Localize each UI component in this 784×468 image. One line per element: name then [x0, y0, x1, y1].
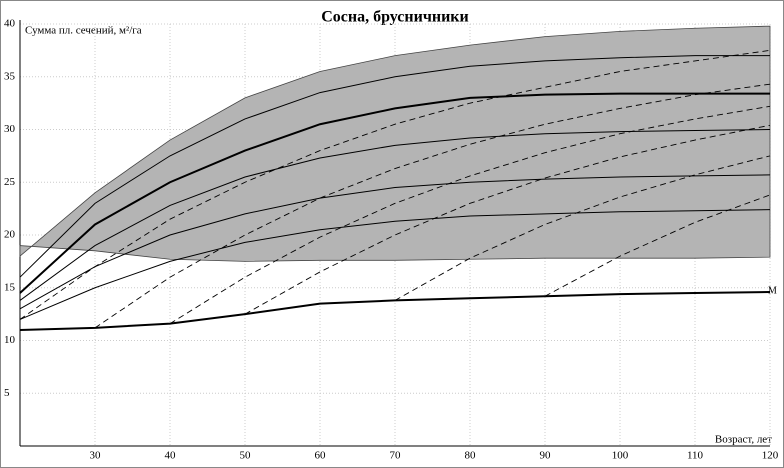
y-tick-label: 25 — [4, 176, 16, 188]
y-tick-label: 40 — [4, 18, 16, 30]
y-axis-label: Сумма пл. сечений, м²/га — [25, 25, 142, 37]
x-tick-label: 80 — [465, 450, 477, 462]
x-tick-label: 90 — [540, 450, 552, 462]
thin-line — [19, 174, 771, 310]
y-tick-label: 10 — [4, 334, 16, 346]
y-tick-label: 5 — [4, 387, 10, 399]
y-tick-label: 15 — [4, 281, 16, 293]
thin-line — [19, 129, 771, 301]
dashed-line — [544, 194, 771, 297]
thick-line — [19, 92, 770, 294]
x-tick-label: 30 — [90, 450, 102, 462]
annotation: М — [768, 285, 777, 296]
x-tick-label: 50 — [240, 450, 252, 462]
x-tick-label: 100 — [612, 450, 629, 462]
x-tick-label: 110 — [687, 450, 704, 462]
dashed-line — [19, 49, 771, 320]
x-tick-label: 40 — [165, 450, 177, 462]
thin-line — [19, 209, 771, 320]
dashed-line — [94, 83, 771, 329]
dashed-line — [169, 105, 771, 325]
y-tick-label: 35 — [4, 70, 16, 82]
chart-title: Сосна, брусничники — [321, 9, 469, 26]
y-tick-label: 20 — [4, 229, 16, 241]
x-tick-label: 70 — [390, 450, 402, 462]
x-tick-label: 120 — [762, 450, 779, 462]
dashed-line — [394, 155, 771, 301]
x-axis-label: Возраст, лет — [715, 434, 772, 446]
y-tick-label: 30 — [4, 123, 16, 135]
x-tick-label: 60 — [315, 450, 327, 462]
thin-line — [19, 55, 770, 278]
dashed-line — [244, 124, 771, 315]
band-area — [19, 25, 771, 262]
